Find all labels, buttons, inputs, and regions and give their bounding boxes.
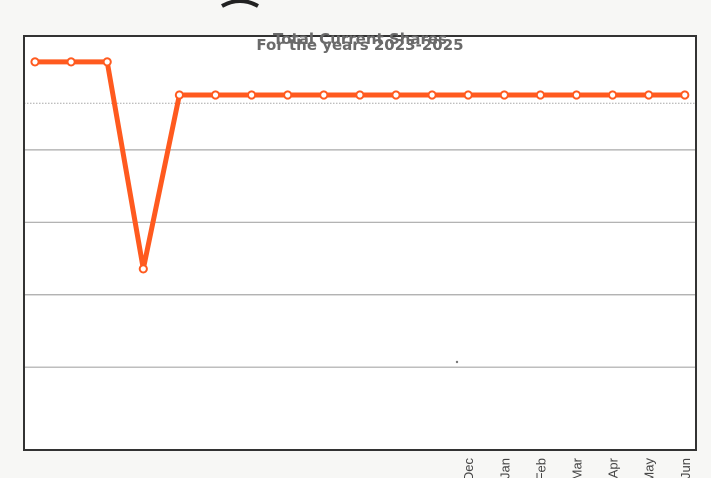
data-point [174,90,184,100]
plot-frame [23,35,697,451]
data-point [355,90,365,100]
x-tick-label: Jan [497,458,512,478]
data-point [210,90,221,100]
data-point [680,90,690,100]
x-tick-label: Apr [606,457,621,478]
plot-area [24,36,696,450]
x-tick-label: Jun [678,458,693,478]
x-tick-label: Mar [570,457,585,478]
data-point [463,90,473,100]
data-point [319,90,329,100]
data-point [644,90,654,100]
chart-subtitle: For the years 2023-2025 [256,36,463,54]
data-point [427,90,437,100]
data-point [247,90,257,100]
x-tick-label: Dec [461,458,476,478]
data-point [283,90,293,100]
data-point [535,90,546,100]
x-tick-labels: Dec Jan Feb Mar Apr May Jun [461,457,693,478]
series-layer [30,57,690,274]
data-point [30,57,40,67]
data-point [66,57,76,67]
cropped-arc-artifact [221,0,259,8]
x-tick-label: Feb [533,458,548,478]
speck [455,360,459,364]
data-point [391,90,401,100]
data-point [499,90,509,100]
data-point [138,264,148,274]
x-tick-label: May [642,458,657,478]
data-point [608,90,618,100]
data-point [102,57,112,67]
data-point [571,90,582,100]
chart-title: Total Current Shares [273,30,447,48]
